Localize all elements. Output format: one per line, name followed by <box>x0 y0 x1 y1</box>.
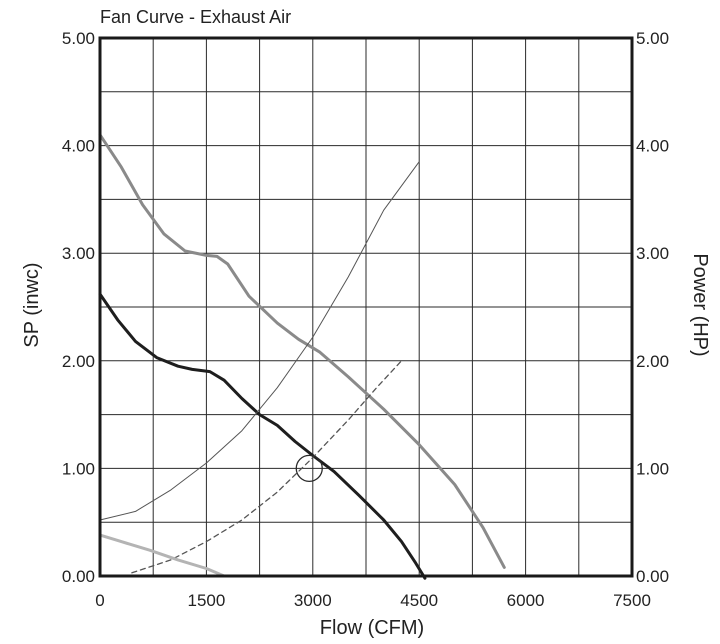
curve-3 <box>99 161 420 521</box>
y2-tick-label: 0.00 <box>636 567 669 586</box>
y-tick-labels: 0.00 1.00 2.00 3.00 4.00 5.00 <box>62 29 95 586</box>
y-tick-label: 0.00 <box>62 567 95 586</box>
y2-tick-label: 4.00 <box>636 137 669 156</box>
operating-point-group <box>295 454 323 483</box>
plot-frame <box>98 36 634 578</box>
y-tick-label: 2.00 <box>62 352 95 371</box>
y-tick-label: 1.00 <box>62 459 95 478</box>
chart-title: Fan Curve - Exhaust Air <box>100 7 291 27</box>
y2-tick-label: 5.00 <box>636 29 669 48</box>
y2-tick-label: 1.00 <box>636 459 669 478</box>
grid <box>100 38 632 576</box>
x-tick-label: 7500 <box>613 591 651 610</box>
operating-point-marker <box>295 454 323 483</box>
y-tick-label: 5.00 <box>62 29 95 48</box>
curve-4 <box>131 360 403 574</box>
x-tick-label: 1500 <box>187 591 225 610</box>
y-tick-label: 3.00 <box>62 244 95 263</box>
curve-1 <box>98 292 427 580</box>
y2-tick-label: 2.00 <box>636 352 669 371</box>
y-axis-label: SP (inwc) <box>21 262 43 347</box>
y2-tick-labels: 0.00 1.00 2.00 3.00 4.00 5.00 <box>636 29 669 586</box>
x-tick-label: 3000 <box>294 591 332 610</box>
curves <box>98 133 506 580</box>
curve-5 <box>98 533 226 578</box>
x-tick-label: 0 <box>95 591 104 610</box>
x-tick-labels: 0 1500 3000 4500 6000 7500 <box>95 591 651 610</box>
curve-2 <box>98 133 506 569</box>
y-tick-label: 4.00 <box>62 137 95 156</box>
y2-axis-label: Power (HP) <box>689 253 711 356</box>
x-axis-label: Flow (CFM) <box>320 617 424 639</box>
y2-tick-label: 3.00 <box>636 244 669 263</box>
x-tick-label: 6000 <box>507 591 545 610</box>
x-tick-label: 4500 <box>400 591 438 610</box>
